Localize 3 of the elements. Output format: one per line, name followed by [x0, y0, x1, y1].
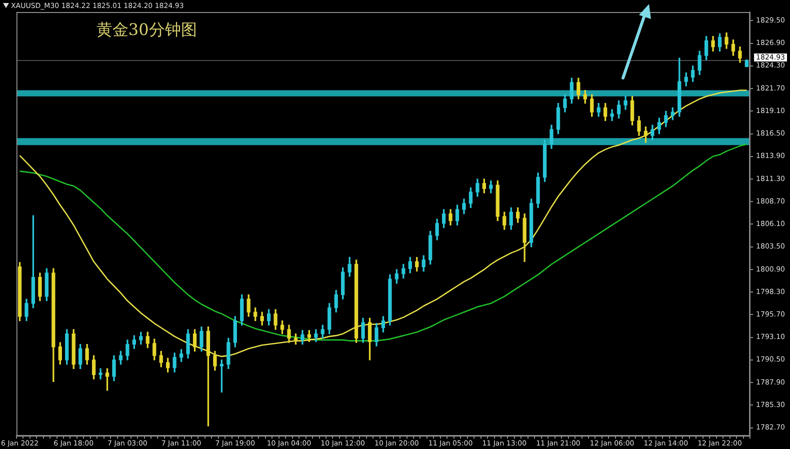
candlestick	[98, 368, 102, 380]
candlestick	[610, 109, 614, 122]
text: 黄金30分钟图	[96, 20, 197, 40]
